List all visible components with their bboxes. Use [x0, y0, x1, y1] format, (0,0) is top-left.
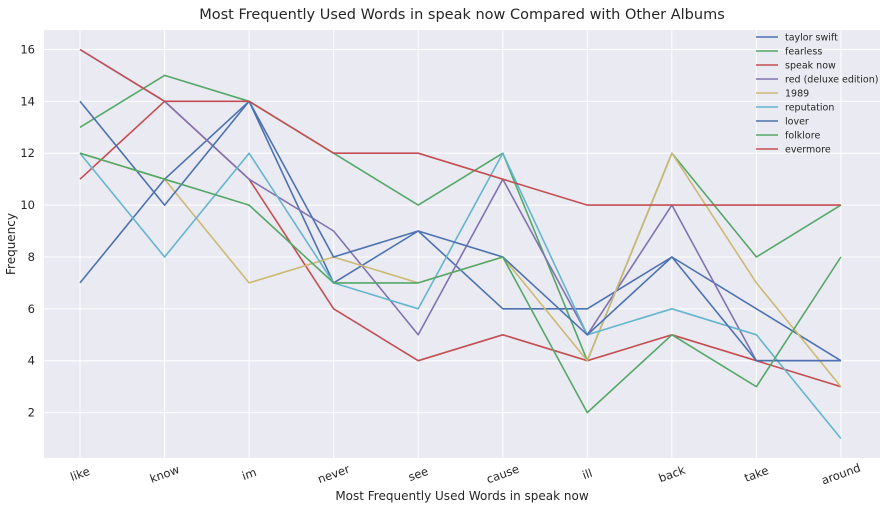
- series-line-reputation: [79, 152, 842, 440]
- series-lines: [79, 48, 842, 440]
- chart-title: Most Frequently Used Words in speak now …: [199, 7, 725, 23]
- legend-label: evermore: [785, 145, 831, 156]
- x-tick-label: im: [240, 465, 258, 483]
- legend-label: folklore: [785, 131, 820, 142]
- series-line-lover: [79, 100, 841, 362]
- series-line-red-deluxe-edition-: [79, 48, 841, 362]
- x-tick-label: take: [742, 463, 770, 485]
- x-tick-label: cause: [485, 462, 521, 487]
- x-tick-label: around: [820, 461, 863, 488]
- series-line-folklore: [79, 152, 842, 414]
- y-tick-label: 12: [20, 146, 35, 160]
- legend-label: speak now: [785, 61, 836, 72]
- x-tick-label: see: [406, 464, 430, 484]
- legend-label: 1989: [785, 89, 809, 100]
- y-tick-label: 4: [28, 354, 35, 368]
- legend-label: taylor swift: [785, 33, 838, 44]
- y-tick-label: 8: [28, 250, 35, 264]
- legend: taylor swift fearless speak now red (deluxe…: [756, 33, 878, 156]
- legend-label: red (deluxe edition): [785, 75, 878, 86]
- x-tick-label: never: [316, 462, 352, 487]
- x-axis-label: Most Frequently Used Words in speak now: [335, 489, 589, 503]
- legend-label: reputation: [785, 103, 834, 114]
- legend-label: lover: [785, 117, 809, 128]
- y-tick-label: 14: [20, 94, 35, 108]
- y-tick-label: 6: [28, 302, 35, 316]
- x-tick-label: like: [68, 464, 91, 484]
- x-tick-label: ill: [580, 466, 594, 482]
- y-tick-label: 16: [20, 42, 35, 56]
- y-axis-label: Frequency: [4, 213, 18, 275]
- legend-label: fearless: [785, 47, 822, 58]
- x-tick-label: know: [148, 462, 181, 486]
- x-tick-label: back: [657, 463, 688, 486]
- y-tick-label: 10: [20, 198, 35, 212]
- series-line-evermore: [79, 48, 841, 206]
- y-tick-label: 2: [28, 406, 35, 420]
